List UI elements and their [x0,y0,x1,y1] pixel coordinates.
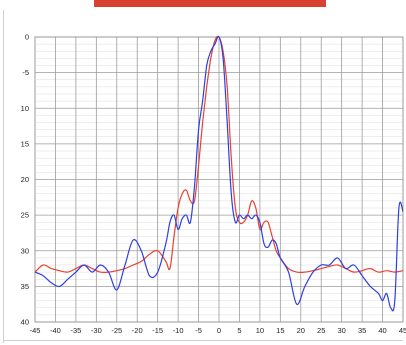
x-tick-label: 30 [337,326,345,335]
x-tick-label: -15 [152,326,163,335]
x-tick-label: 35 [358,326,366,335]
series-layer [34,35,404,312]
y-tick-label: 0 [25,33,29,42]
x-tick-label: -30 [91,326,102,335]
x-tick-label: 20 [297,326,305,335]
x-tick-label: -40 [50,326,61,335]
x-tick-label: 5 [237,326,241,335]
x-tick-label: -5 [195,326,202,335]
x-tick-label: 10 [256,326,264,335]
y-tick-label: 40 [21,318,29,327]
x-tick-label: 15 [276,326,284,335]
x-tick-label: 40 [378,326,386,335]
x-tick-label: 45 [399,326,406,335]
y-tick-label: 20 [21,175,29,184]
frame-bottom-edge [3,340,403,341]
y-tick-label: 10 [21,104,29,113]
top-banner [94,0,326,7]
x-tick-label: -35 [70,326,81,335]
x-tick-label: -10 [173,326,184,335]
y-tick-label: 35 [21,282,29,291]
x-tick-label: 25 [317,326,325,335]
frame-left-edge [3,10,4,343]
x-tick-label: -45 [30,326,41,335]
y-tick-label: 15 [21,139,29,148]
series-line-2 [34,35,404,312]
y-tick-label: -5 [22,68,29,77]
y-tick-label: 30 [21,246,29,255]
major-gridlines [35,37,403,322]
x-tick-label: -20 [132,326,143,335]
y-tick-label: 25 [21,211,29,220]
x-tick-label: 0 [217,326,221,335]
x-tick-label: -25 [111,326,122,335]
